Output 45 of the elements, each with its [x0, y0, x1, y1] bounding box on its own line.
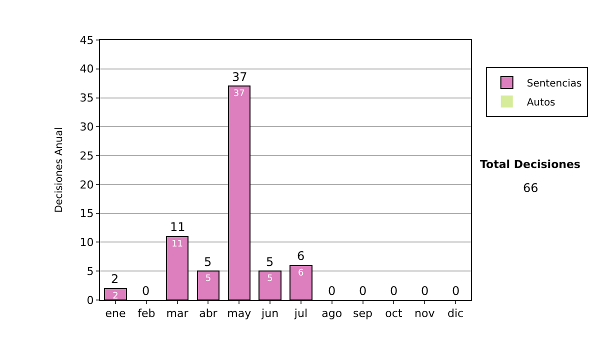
- y-tick-label: 15: [80, 207, 94, 220]
- total-label: 0: [421, 284, 429, 298]
- total-label: 0: [359, 284, 367, 298]
- x-tick-label: may: [227, 307, 252, 320]
- x-tick-label: ago: [322, 307, 342, 320]
- data-label: 5: [267, 274, 273, 284]
- total-label: 0: [452, 284, 460, 298]
- x-tick-label: ene: [105, 307, 126, 320]
- x-tick-label: mar: [166, 307, 189, 320]
- y-tick-label: 20: [80, 178, 94, 192]
- data-label: 5: [205, 274, 212, 284]
- total-label: 5: [204, 255, 212, 269]
- y-tick-label: 45: [80, 34, 94, 47]
- y-tick-label: 0: [86, 294, 94, 307]
- x-tick-label: jul: [293, 307, 308, 320]
- legend-label: Sentencias: [526, 78, 582, 90]
- x-tick-label: nov: [414, 307, 436, 320]
- x-tick-label: dic: [447, 307, 464, 320]
- data-label: 6: [298, 268, 304, 278]
- total-label: 0: [328, 284, 336, 298]
- x-tick-label: abr: [199, 307, 218, 320]
- total-label: 0: [142, 284, 150, 298]
- y-tick-label: 10: [80, 236, 94, 250]
- y-tick-label: 40: [80, 62, 94, 76]
- y-tick-label: 5: [86, 264, 94, 278]
- data-label: 2: [112, 291, 118, 302]
- text: Total Decisiones: [480, 158, 581, 171]
- total-label: 37: [232, 70, 248, 84]
- y-axis-title: Decisiones Anual: [54, 127, 65, 213]
- y-tick-label: 30: [80, 120, 94, 134]
- x-tick-label: jun: [260, 307, 279, 320]
- data-label: 37: [233, 89, 245, 100]
- legend-label: Autos: [526, 97, 556, 108]
- x-tick-label: oct: [385, 307, 403, 320]
- x-tick-label: sep: [353, 307, 373, 320]
- y-tick-label: 25: [80, 149, 94, 162]
- total-label: 11: [170, 220, 186, 234]
- x-tick-label: feb: [138, 307, 156, 320]
- total-label: 2: [111, 272, 119, 286]
- y-tick-label: 35: [80, 92, 94, 105]
- total-label: 6: [297, 249, 305, 263]
- data-label: 11: [172, 239, 184, 250]
- total-label: 0: [390, 284, 398, 298]
- total-label: 5: [266, 255, 274, 269]
- text: 66: [523, 181, 538, 195]
